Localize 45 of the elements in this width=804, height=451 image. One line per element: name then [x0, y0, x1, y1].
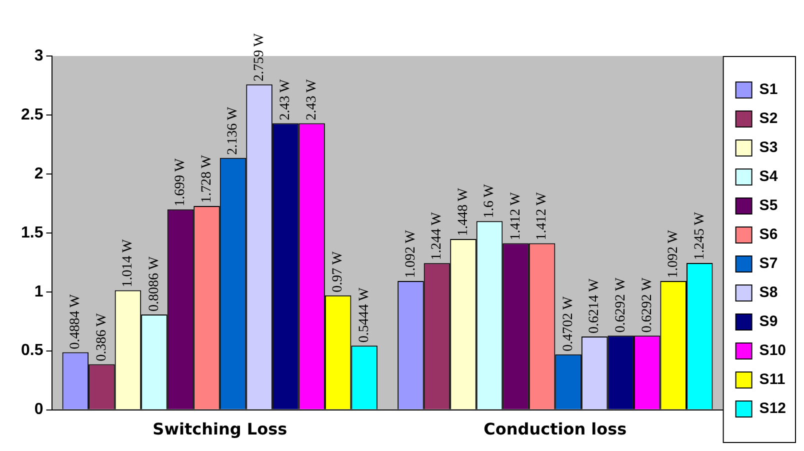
legend-label: S5 [759, 197, 778, 214]
data-label: 0.6214 W [587, 278, 602, 334]
legend-label: S4 [759, 168, 778, 186]
legend-label: S7 [759, 255, 778, 272]
y-tick-label: 2 [34, 165, 44, 182]
data-label: 2.43 W [278, 78, 294, 120]
data-label: 2.43 W [304, 78, 320, 120]
legend-label: S11 [759, 371, 786, 388]
legend-label: S8 [759, 284, 778, 302]
data-label: 0.5444 W [357, 286, 372, 343]
y-tick-label: 1 [34, 283, 44, 300]
legend-label: S9 [759, 313, 778, 330]
legend-label: S6 [759, 226, 778, 244]
data-label: 0.8086 W [146, 256, 162, 312]
data-label: 2.759 W [252, 32, 267, 82]
data-label: 1.728 W [199, 154, 214, 204]
y-tick-label: 0.5 [20, 342, 44, 360]
data-label: 1.412 W [508, 192, 524, 240]
data-label: 1.245 W [692, 211, 708, 260]
legend-label: S10 [759, 342, 786, 360]
legend-label: S12 [759, 400, 786, 418]
y-tick-label: 2.5 [20, 106, 44, 124]
data-label: 1.6 W [482, 183, 498, 218]
data-label: 1.244 W [430, 211, 445, 260]
x-tick-label: Switching Loss [152, 420, 288, 439]
data-label: 1.014 W [120, 238, 136, 288]
x-tick-label: Conduction loss [484, 420, 627, 439]
data-label: 0.6292 W [614, 276, 628, 333]
y-tick-label: 1.5 [20, 224, 44, 242]
data-label: 1.699 W [173, 158, 188, 206]
data-label: 1.448 W [456, 187, 471, 236]
y-tick-label: 0 [34, 401, 44, 418]
data-label: 1.092 W [666, 229, 682, 278]
data-label: 0.97 W [330, 250, 346, 292]
data-label: 0.4702 W [560, 296, 576, 352]
legend-label: S3 [759, 139, 778, 156]
data-label: 1.412 W [534, 192, 550, 240]
data-label: 2.136 W [226, 106, 241, 155]
legend-label: S2 [759, 110, 778, 128]
data-label: 0.386 W [94, 312, 110, 362]
data-label: 0.4884 W [68, 293, 84, 350]
data-label: 0.6292 W [640, 276, 655, 333]
legend-label: S1 [759, 81, 778, 98]
data-label: 1.092 W [403, 229, 418, 278]
y-tick-label: 3 [34, 47, 44, 64]
